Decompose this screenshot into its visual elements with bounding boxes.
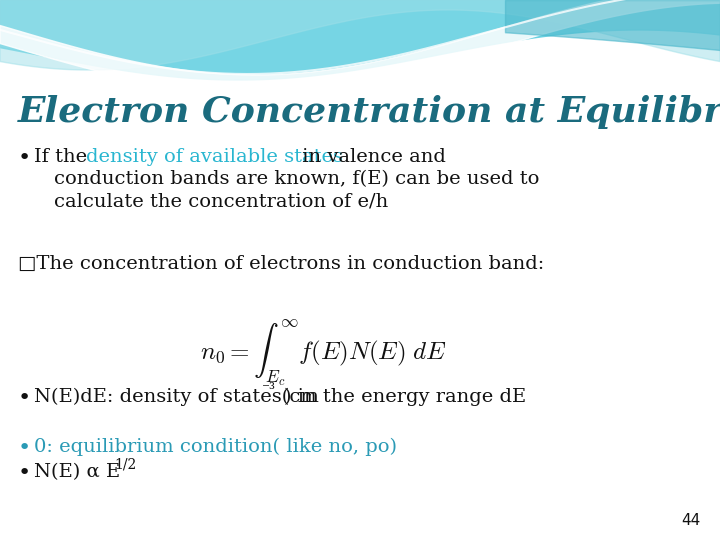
Text: If the: If the bbox=[34, 148, 94, 166]
Text: density of available states: density of available states bbox=[86, 148, 343, 166]
Text: □The concentration of electrons in conduction band:: □The concentration of electrons in condu… bbox=[18, 255, 544, 273]
Text: N(E)dE: density of states(cm: N(E)dE: density of states(cm bbox=[34, 388, 319, 406]
Text: conduction bands are known, f(E) can be used to: conduction bands are known, f(E) can be … bbox=[54, 170, 539, 188]
Text: ⁻³: ⁻³ bbox=[262, 383, 276, 397]
Text: 1/2: 1/2 bbox=[114, 458, 136, 472]
Text: calculate the concentration of e/h: calculate the concentration of e/h bbox=[54, 192, 388, 210]
Text: •: • bbox=[18, 463, 31, 483]
Text: •: • bbox=[18, 388, 31, 408]
Text: in valence and: in valence and bbox=[296, 148, 446, 166]
Text: N(E) α E: N(E) α E bbox=[34, 463, 120, 481]
Text: Electron Concentration at Equilibrium: Electron Concentration at Equilibrium bbox=[18, 95, 720, 129]
Text: •: • bbox=[18, 438, 31, 458]
Text: ) in the energy range dE: ) in the energy range dE bbox=[284, 388, 526, 406]
Text: $n_0 = \int_{E_c}^{\infty} f(E)N(E)\; dE$: $n_0 = \int_{E_c}^{\infty} f(E)N(E)\; dE… bbox=[200, 318, 446, 389]
Text: 44: 44 bbox=[680, 513, 700, 528]
Text: •: • bbox=[18, 148, 31, 168]
Text: 0: equilibrium condition( like no, po): 0: equilibrium condition( like no, po) bbox=[34, 438, 397, 456]
